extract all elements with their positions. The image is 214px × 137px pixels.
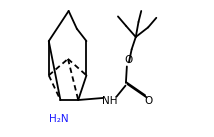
Text: O: O: [144, 96, 152, 106]
Text: H₂N: H₂N: [49, 114, 69, 124]
Text: O: O: [125, 55, 133, 65]
Text: NH: NH: [102, 96, 117, 106]
